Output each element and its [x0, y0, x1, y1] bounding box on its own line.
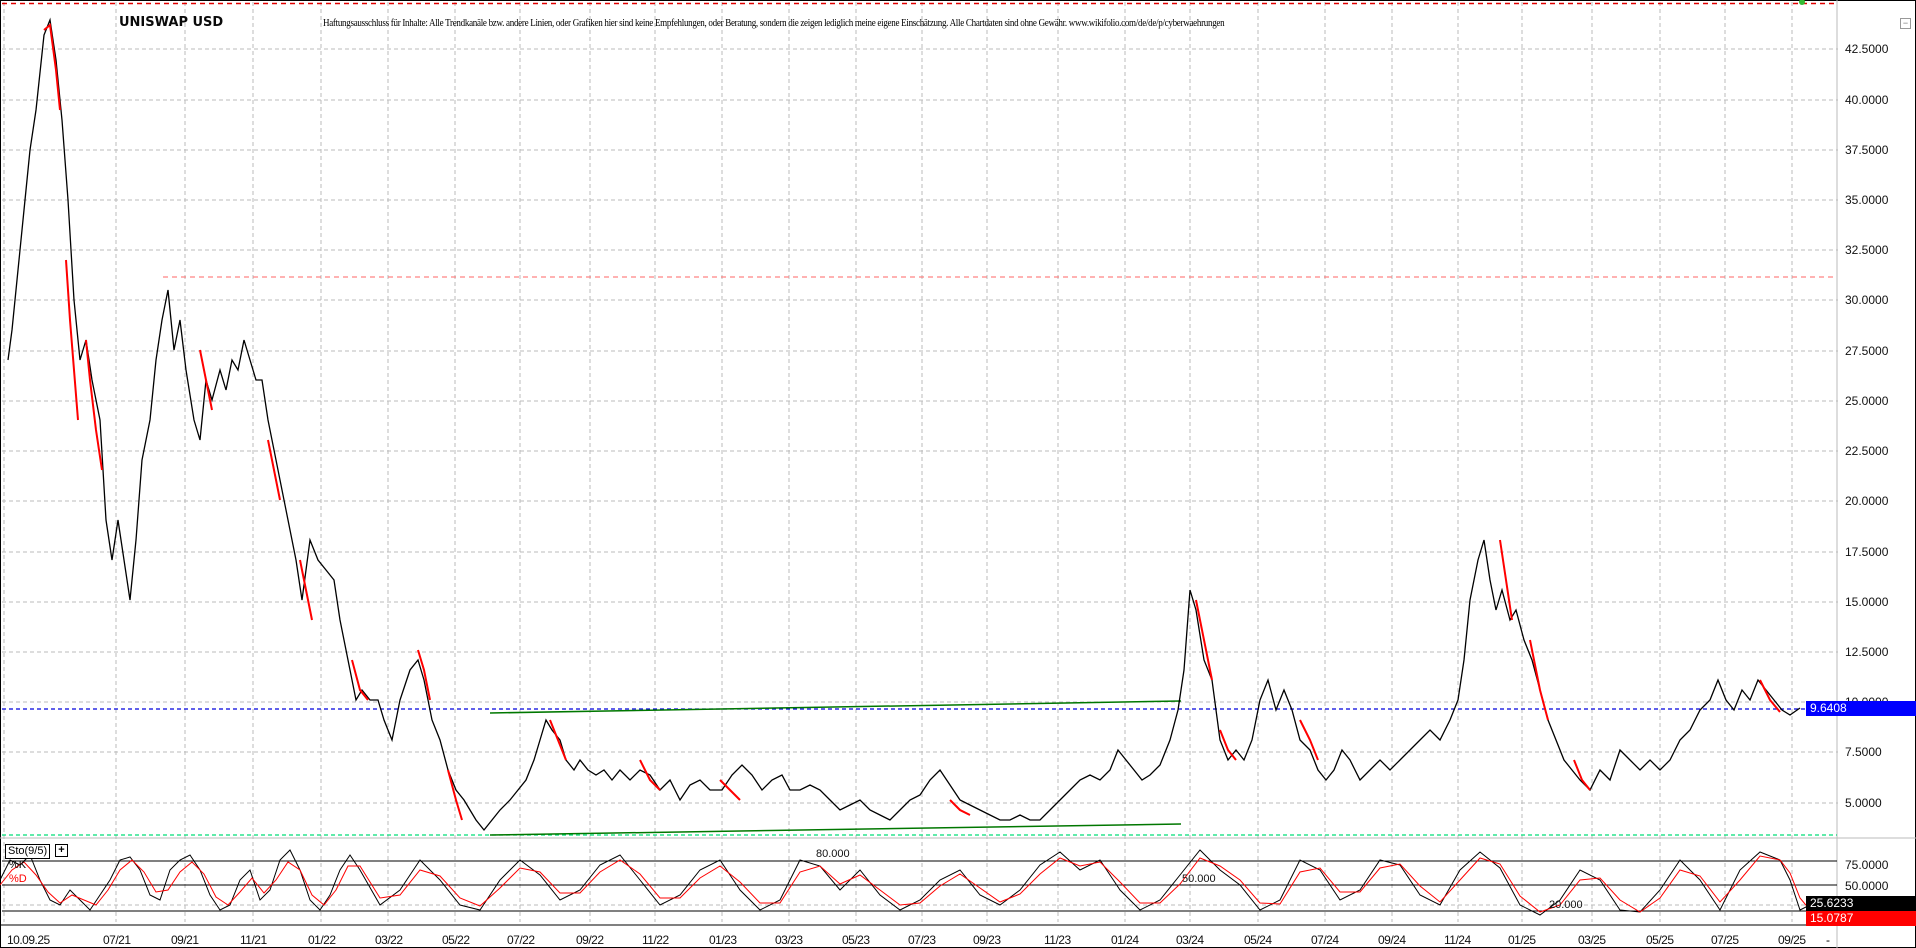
- x-tick: 09/21: [171, 933, 199, 947]
- x-tick: 07/22: [507, 933, 535, 947]
- price-tick: 22.5000: [1845, 444, 1889, 458]
- x-tick: 07/25: [1711, 933, 1739, 947]
- x-tick: 07/21: [103, 933, 131, 947]
- indicator-name[interactable]: Sto(9/5): [5, 844, 51, 859]
- d-legend: %D: [9, 873, 27, 885]
- x-tick: 09/23: [973, 933, 1001, 947]
- x-tick: 05/23: [842, 933, 870, 947]
- x-tick: 01/23: [709, 933, 737, 947]
- x-tick: 09/25: [1778, 933, 1806, 947]
- x-tick: 11/21: [240, 933, 267, 947]
- price-tick: 12.5000: [1845, 645, 1889, 659]
- current-price-tag: 9.6408: [1806, 701, 1916, 716]
- price-tick: 10.0000: [1845, 695, 1888, 701]
- price-tick: 20.0000: [1845, 494, 1889, 508]
- x-tick: 01/22: [308, 933, 336, 947]
- x-tick: 09/22: [576, 933, 604, 947]
- x-tick: 03/22: [375, 933, 403, 947]
- stoch-k-line: [0, 849, 1811, 916]
- k-legend: %K: [9, 859, 27, 871]
- price-tick: 15.0000: [1845, 595, 1889, 609]
- add-indicator-icon[interactable]: +: [55, 844, 68, 857]
- k-value-tag: 25.6233: [1806, 896, 1916, 911]
- price-tick: 40.0000: [1845, 93, 1889, 107]
- x-tick: 10.09.25: [7, 933, 50, 947]
- stoch-d-line: [0, 855, 1817, 913]
- price-tick: 17.5000: [1845, 545, 1889, 559]
- x-tick: 01/24: [1111, 933, 1139, 947]
- stoch-tick: 75.0000: [1845, 858, 1889, 872]
- x-tick: 05/25: [1646, 933, 1674, 947]
- down-candles: [43, 23, 1781, 821]
- price-tick: 7.5000: [1845, 745, 1882, 759]
- grid-vertical: [3, 2, 1793, 922]
- x-tick: 09/24: [1378, 933, 1406, 947]
- level-upper: 80.000: [816, 848, 850, 860]
- disclaimer-text: Haftungsausschluss für Inhalte: Alle Tre…: [323, 18, 1225, 29]
- scroll-end-button[interactable]: -: [1826, 933, 1830, 947]
- x-tick: 11/22: [642, 933, 669, 947]
- price-path-black: [7, 17, 1801, 832]
- price-tick: 5.0000: [1845, 796, 1882, 810]
- x-tick: 03/24: [1176, 933, 1204, 947]
- price-tick: 35.0000: [1845, 193, 1889, 207]
- x-tick: 05/22: [442, 933, 470, 947]
- price-tick: 27.5000: [1845, 344, 1889, 358]
- x-tick: 03/23: [775, 933, 803, 947]
- x-tick: 05/24: [1244, 933, 1272, 947]
- collapse-panel-button[interactable]: −: [1900, 18, 1911, 29]
- level-lower: 20.000: [1549, 899, 1583, 911]
- stochastic-panel: [0, 849, 1837, 916]
- x-tick: 11/23: [1044, 933, 1071, 947]
- trend-channel-lower: [489, 823, 1182, 836]
- stoch-tick: 50.0000: [1845, 879, 1889, 893]
- x-tick: 03/25: [1578, 933, 1606, 947]
- chart-title: UNISWAP USD: [119, 15, 224, 30]
- trend-channel-upper: [489, 700, 1182, 714]
- price-tick: 25.0000: [1845, 394, 1889, 408]
- x-tick: 11/24: [1444, 933, 1471, 947]
- level-middle: 50.000: [1182, 873, 1216, 885]
- d-value-tag: 15.0787: [1806, 911, 1916, 926]
- ath-marker: [1799, 0, 1805, 5]
- x-tick: 07/24: [1311, 933, 1339, 947]
- price-tick: 30.0000: [1845, 293, 1889, 307]
- x-tick: 01/25: [1508, 933, 1536, 947]
- price-tick: 42.5000: [1845, 42, 1889, 56]
- x-tick: 07/23: [908, 933, 936, 947]
- price-tick: 32.5000: [1845, 243, 1889, 257]
- price-tick: 37.5000: [1845, 143, 1889, 157]
